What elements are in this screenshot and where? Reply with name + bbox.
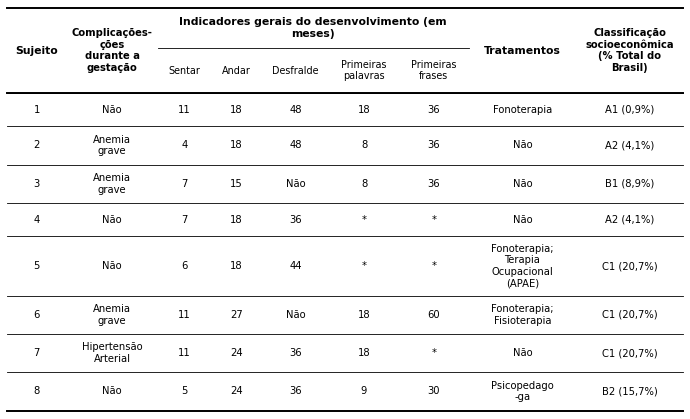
- Text: 36: 36: [289, 348, 302, 358]
- Text: 1: 1: [34, 105, 40, 115]
- Text: 3: 3: [34, 179, 40, 189]
- Text: 6: 6: [34, 310, 40, 320]
- Text: Fonoterapia;
Terapia
Ocupacional
(APAE): Fonoterapia; Terapia Ocupacional (APAE): [491, 244, 553, 288]
- Text: 18: 18: [230, 215, 243, 225]
- Text: Classificação
socioeconômica
(% Total do
Brasil): Classificação socioeconômica (% Total do…: [585, 28, 674, 73]
- Text: 11: 11: [178, 105, 191, 115]
- Text: 7: 7: [181, 215, 188, 225]
- Text: Anemia
grave: Anemia grave: [93, 134, 131, 156]
- Text: Psicopedago
-ga: Psicopedago -ga: [491, 381, 554, 402]
- Text: 9: 9: [361, 386, 367, 396]
- Text: *: *: [362, 261, 366, 271]
- Text: Não: Não: [513, 140, 532, 150]
- Text: 18: 18: [230, 140, 243, 150]
- Text: Sentar: Sentar: [169, 65, 201, 75]
- Text: 2: 2: [34, 140, 40, 150]
- Text: C1 (20,7%): C1 (20,7%): [602, 348, 658, 358]
- Text: 15: 15: [230, 179, 243, 189]
- Text: 4: 4: [181, 140, 188, 150]
- Text: Fonoterapia;
Fisioterapia: Fonoterapia; Fisioterapia: [491, 304, 553, 326]
- Text: Fonoterapia: Fonoterapia: [493, 105, 552, 115]
- Text: Não: Não: [513, 215, 532, 225]
- Text: 18: 18: [230, 105, 243, 115]
- Text: 30: 30: [428, 386, 440, 396]
- Text: Indicadores gerais do desenvolvimento (em
meses): Indicadores gerais do desenvolvimento (e…: [179, 18, 447, 39]
- Text: Não: Não: [286, 310, 305, 320]
- Text: C1 (20,7%): C1 (20,7%): [602, 261, 658, 271]
- Text: Não: Não: [102, 105, 122, 115]
- Text: B2 (15,7%): B2 (15,7%): [602, 386, 658, 396]
- Text: 36: 36: [289, 215, 302, 225]
- Text: 7: 7: [34, 348, 40, 358]
- Text: Primeiras
frases: Primeiras frases: [411, 60, 457, 81]
- Text: *: *: [431, 261, 436, 271]
- Text: 5: 5: [34, 261, 40, 271]
- Text: Hipertensão
Arterial: Hipertensão Arterial: [81, 342, 142, 364]
- Text: *: *: [431, 348, 436, 358]
- Text: 60: 60: [428, 310, 440, 320]
- Text: A1 (0,9%): A1 (0,9%): [605, 105, 654, 115]
- Text: Não: Não: [102, 386, 122, 396]
- Text: 18: 18: [357, 105, 371, 115]
- Text: 11: 11: [178, 310, 191, 320]
- Text: 36: 36: [289, 386, 302, 396]
- Text: Não: Não: [513, 179, 532, 189]
- Text: 36: 36: [428, 179, 440, 189]
- Text: 27: 27: [230, 310, 243, 320]
- Text: 24: 24: [230, 348, 243, 358]
- Text: 8: 8: [34, 386, 40, 396]
- Text: 18: 18: [230, 261, 243, 271]
- Text: 36: 36: [428, 140, 440, 150]
- Text: Não: Não: [286, 179, 305, 189]
- Text: Andar: Andar: [222, 65, 251, 75]
- Text: Complicações-
ções
durante a
gestação: Complicações- ções durante a gestação: [72, 28, 152, 73]
- Text: 11: 11: [178, 348, 191, 358]
- Text: A2 (4,1%): A2 (4,1%): [605, 215, 654, 225]
- Text: 48: 48: [289, 140, 302, 150]
- Text: A2 (4,1%): A2 (4,1%): [605, 140, 654, 150]
- Text: Não: Não: [102, 215, 122, 225]
- Text: 48: 48: [289, 105, 302, 115]
- Text: 4: 4: [34, 215, 40, 225]
- Text: 6: 6: [181, 261, 188, 271]
- Text: B1 (8,9%): B1 (8,9%): [605, 179, 654, 189]
- Text: 18: 18: [357, 348, 371, 358]
- Text: *: *: [431, 215, 436, 225]
- Text: 44: 44: [289, 261, 302, 271]
- Text: Anemia
grave: Anemia grave: [93, 173, 131, 194]
- Text: Não: Não: [102, 261, 122, 271]
- Text: 8: 8: [361, 179, 367, 189]
- Text: Tratamentos: Tratamentos: [484, 46, 561, 56]
- Text: Anemia
grave: Anemia grave: [93, 304, 131, 326]
- Text: 24: 24: [230, 386, 243, 396]
- Text: *: *: [362, 215, 366, 225]
- Text: 36: 36: [428, 105, 440, 115]
- Text: Primeiras
palavras: Primeiras palavras: [342, 60, 387, 81]
- Text: Sujeito: Sujeito: [15, 46, 58, 56]
- Text: 8: 8: [361, 140, 367, 150]
- Text: 5: 5: [181, 386, 188, 396]
- Text: 18: 18: [357, 310, 371, 320]
- Text: Desfralde: Desfralde: [272, 65, 319, 75]
- Text: Não: Não: [513, 348, 532, 358]
- Text: C1 (20,7%): C1 (20,7%): [602, 310, 658, 320]
- Text: 7: 7: [181, 179, 188, 189]
